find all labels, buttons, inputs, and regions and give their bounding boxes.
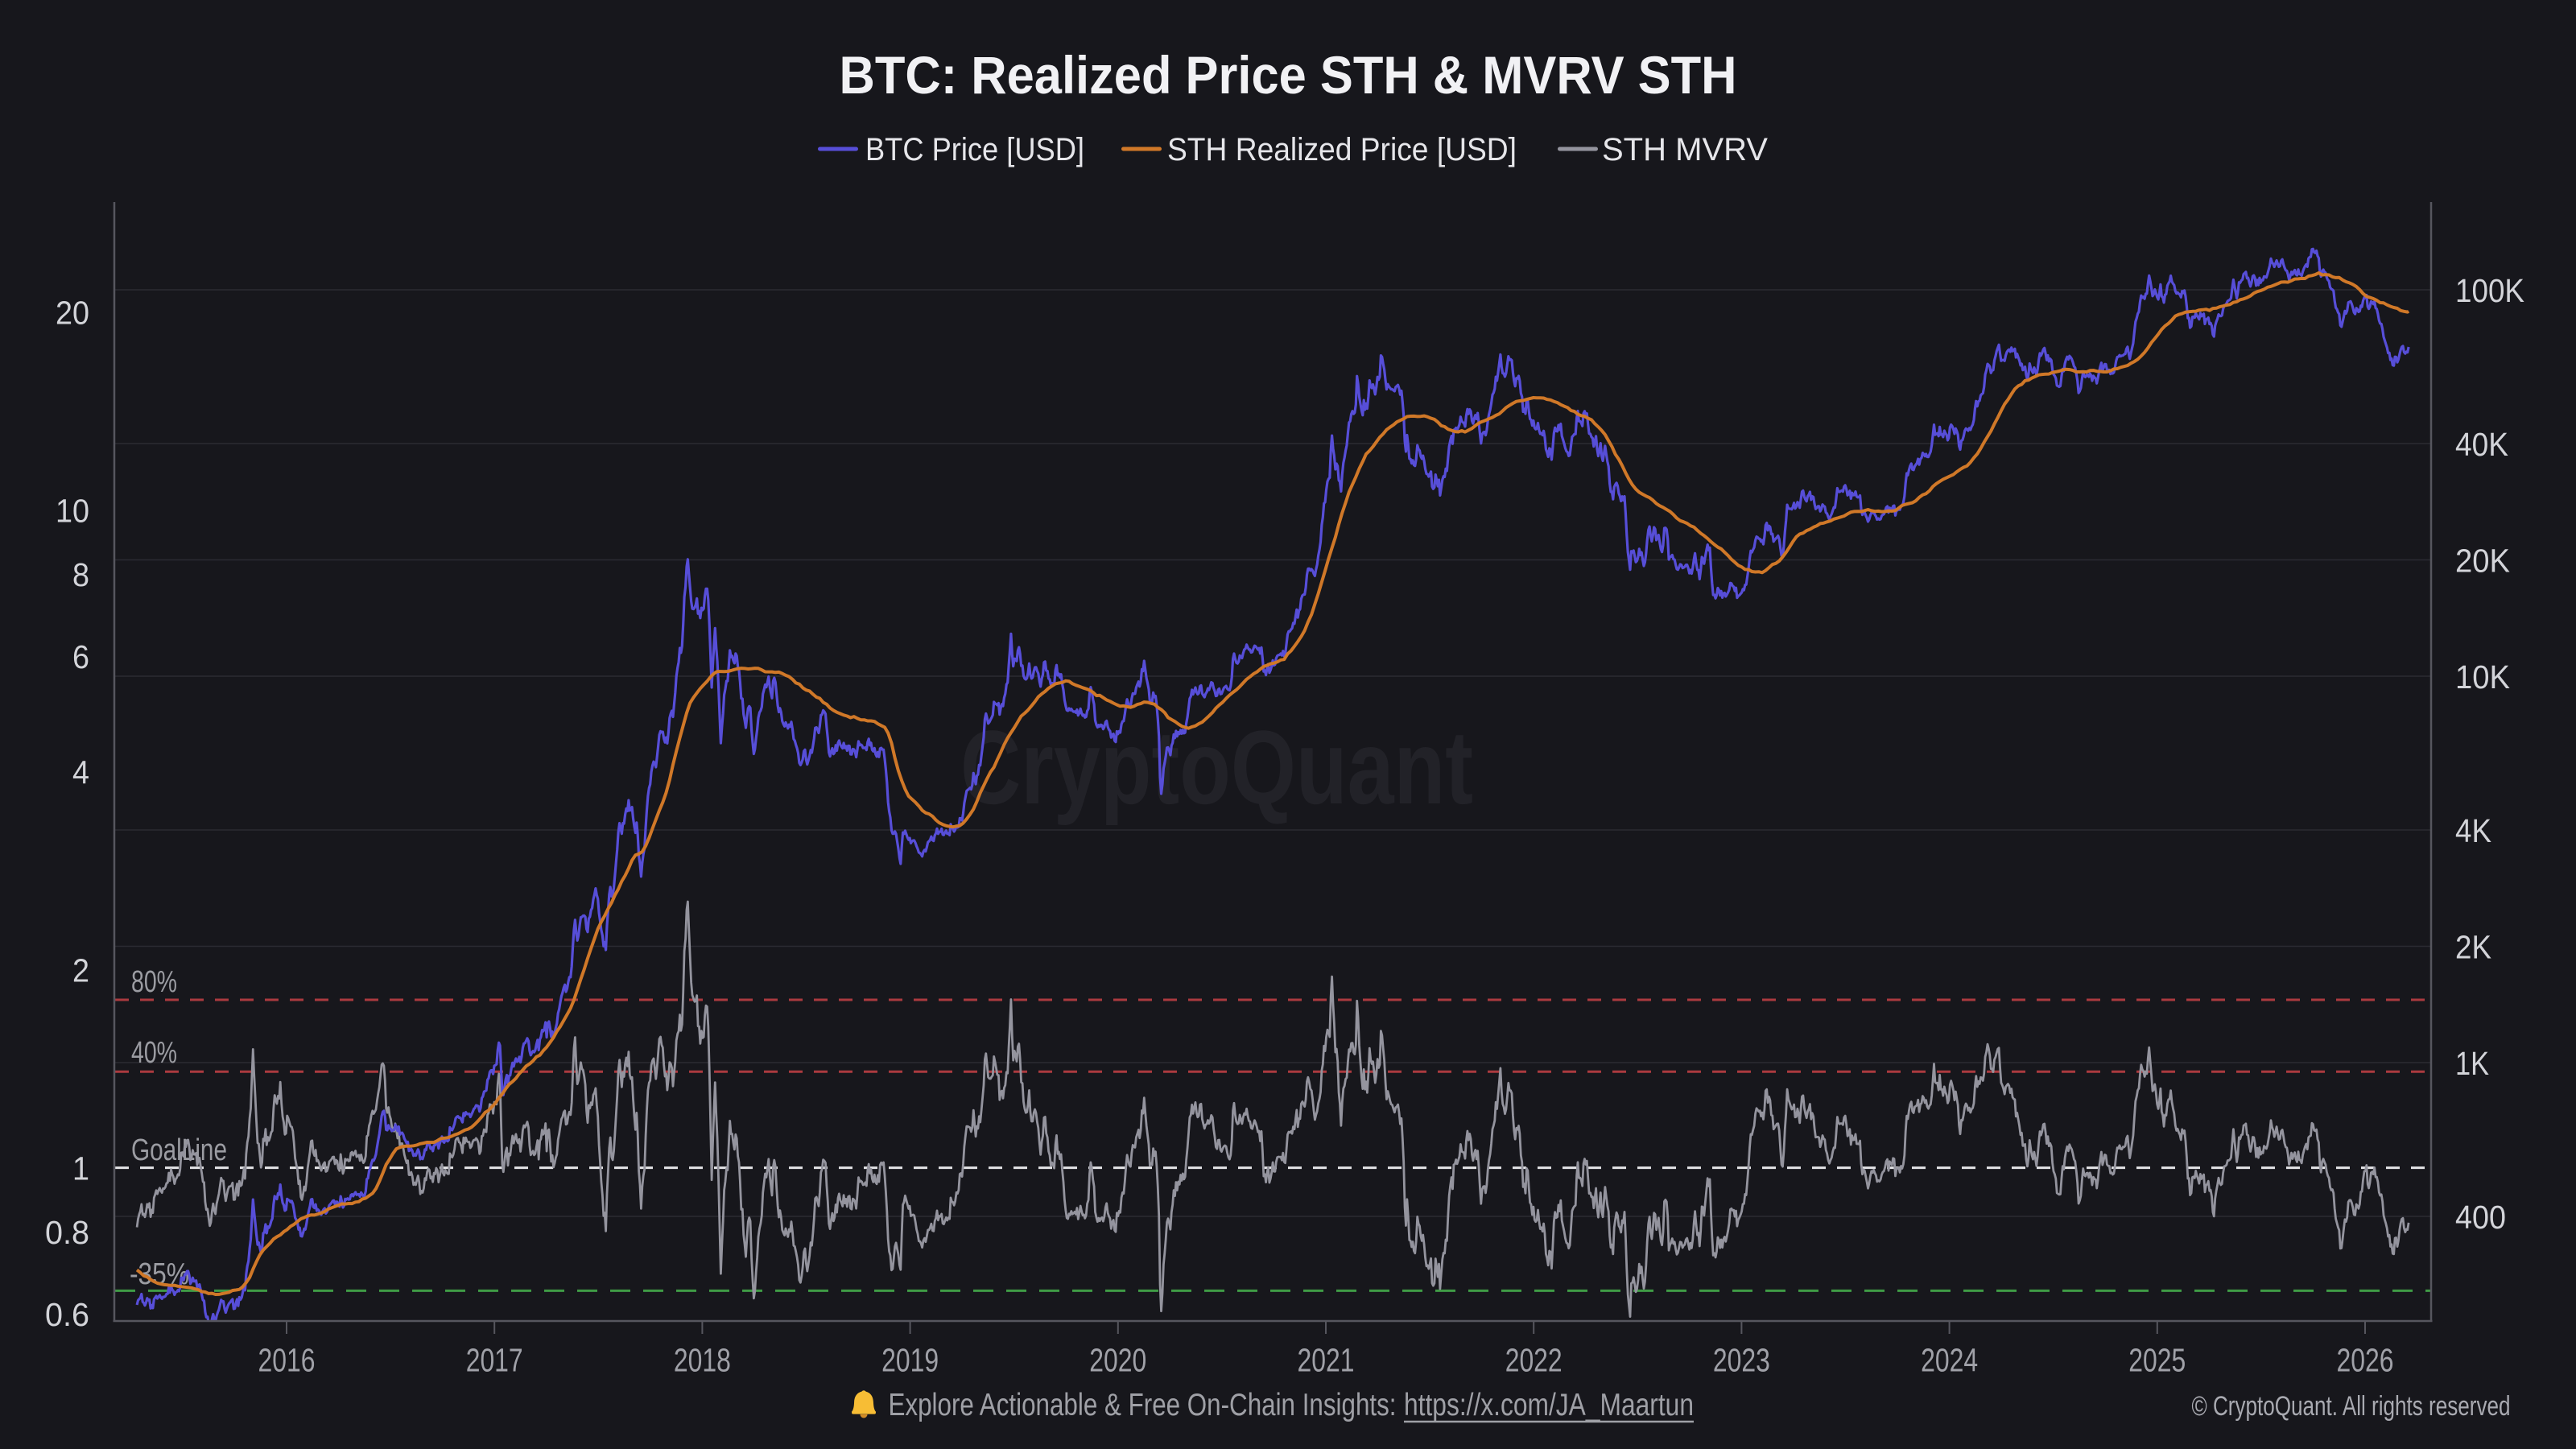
- svg-text:Explore Actionable & Free On-C: Explore Actionable & Free On-Chain Insig…: [889, 1388, 1397, 1422]
- svg-text:4: 4: [72, 754, 89, 791]
- svg-text:2025: 2025: [2128, 1342, 2186, 1379]
- svg-text:GoalLine: GoalLine: [131, 1133, 227, 1167]
- svg-text:BTC Price [USD]: BTC Price [USD]: [865, 132, 1084, 167]
- svg-text:0.8: 0.8: [45, 1214, 89, 1251]
- svg-text:2: 2: [72, 952, 89, 989]
- svg-text:100K: 100K: [2455, 272, 2524, 309]
- svg-text:© CryptoQuant. All rights rese: © CryptoQuant. All rights reserved: [2192, 1391, 2511, 1422]
- svg-text:0.6: 0.6: [45, 1296, 89, 1333]
- svg-text:2017: 2017: [466, 1342, 523, 1379]
- svg-text:2K: 2K: [2455, 929, 2491, 966]
- svg-text:https://x.com/JA_Maartun: https://x.com/JA_Maartun: [1404, 1388, 1694, 1422]
- svg-text:2026: 2026: [2337, 1342, 2394, 1379]
- svg-text:1: 1: [72, 1150, 89, 1187]
- svg-text:8: 8: [72, 556, 89, 593]
- svg-text:40%: 40%: [131, 1036, 177, 1070]
- svg-text:2023: 2023: [1713, 1342, 1770, 1379]
- svg-text:BTC: Realized Price STH & MVRV: BTC: Realized Price STH & MVRV STH: [840, 45, 1737, 105]
- svg-text:20K: 20K: [2455, 543, 2510, 580]
- svg-text:2024: 2024: [1921, 1342, 1978, 1379]
- svg-text:STH Realized Price [USD]: STH Realized Price [USD]: [1167, 132, 1517, 167]
- svg-text:CryptoQuant: CryptoQuant: [960, 708, 1473, 826]
- svg-text:1K: 1K: [2455, 1045, 2489, 1082]
- svg-text:10: 10: [56, 493, 89, 530]
- svg-text:80%: 80%: [131, 965, 177, 999]
- svg-text:10K: 10K: [2455, 658, 2510, 696]
- svg-text:2018: 2018: [674, 1342, 731, 1379]
- svg-text:6: 6: [72, 638, 89, 675]
- svg-text:4K: 4K: [2455, 812, 2491, 849]
- svg-text:2021: 2021: [1298, 1342, 1355, 1379]
- svg-text:STH MVRV: STH MVRV: [1602, 132, 1768, 167]
- svg-text:20: 20: [56, 295, 89, 332]
- svg-text:2020: 2020: [1089, 1342, 1146, 1379]
- svg-text:2022: 2022: [1505, 1342, 1563, 1379]
- svg-text:400: 400: [2455, 1199, 2506, 1236]
- svg-text:2016: 2016: [258, 1342, 316, 1379]
- svg-text:2019: 2019: [881, 1342, 939, 1379]
- svg-text:40K: 40K: [2455, 426, 2508, 463]
